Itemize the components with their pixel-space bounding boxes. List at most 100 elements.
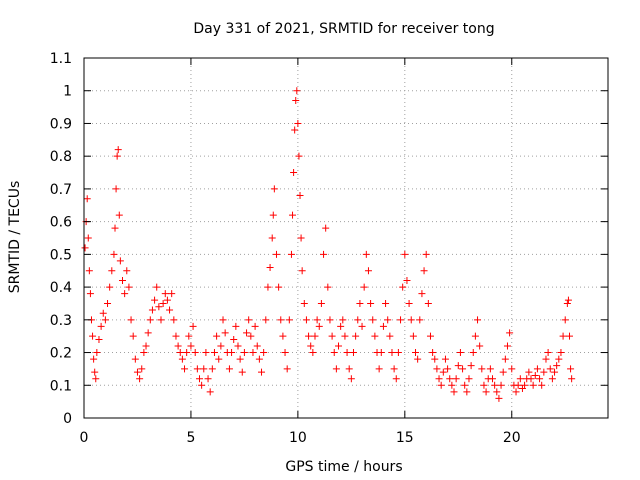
data-point	[97, 322, 105, 330]
data-point	[386, 332, 394, 340]
data-point	[221, 329, 229, 337]
data-point	[567, 365, 575, 373]
data-point	[234, 342, 242, 350]
data-point	[129, 332, 137, 340]
data-point	[403, 277, 411, 285]
data-point	[491, 381, 499, 389]
data-point	[320, 250, 328, 258]
data-point	[104, 299, 112, 307]
data-point	[204, 375, 212, 383]
data-point	[253, 342, 261, 350]
data-point	[287, 250, 295, 258]
data-point	[106, 283, 114, 291]
data-point	[345, 365, 353, 373]
data-point	[533, 365, 541, 373]
data-point	[525, 368, 533, 376]
data-point	[364, 267, 372, 275]
data-point	[213, 332, 221, 340]
data-point	[170, 316, 178, 324]
data-point	[307, 342, 315, 350]
data-point	[232, 322, 240, 330]
data-point	[206, 388, 214, 396]
data-point	[191, 349, 199, 357]
data-point	[521, 381, 529, 389]
data-point	[349, 349, 357, 357]
data-point	[208, 365, 216, 373]
data-point	[354, 316, 362, 324]
data-point	[116, 257, 124, 265]
data-point	[431, 355, 439, 363]
data-point	[337, 322, 345, 330]
data-point	[166, 306, 174, 314]
data-point	[181, 365, 189, 373]
data-point	[568, 375, 576, 383]
y-tick-label: 0.2	[50, 346, 72, 362]
data-point	[262, 316, 270, 324]
y-tick-label: 0.6	[50, 215, 72, 231]
data-point	[81, 244, 89, 252]
data-point	[125, 283, 133, 291]
data-point	[269, 211, 277, 219]
data-point	[341, 332, 349, 340]
data-point	[144, 329, 152, 337]
data-point	[414, 355, 422, 363]
data-point	[452, 375, 460, 383]
data-point	[270, 185, 278, 193]
data-point	[230, 335, 238, 343]
data-point	[153, 283, 161, 291]
data-point	[450, 388, 458, 396]
data-point	[553, 362, 561, 370]
data-point	[506, 329, 514, 337]
data-point	[486, 365, 494, 373]
data-point	[295, 152, 303, 160]
data-point	[155, 303, 163, 311]
data-point	[240, 349, 248, 357]
data-point	[84, 234, 92, 242]
data-point	[266, 263, 274, 271]
data-point	[300, 299, 308, 307]
data-point	[123, 267, 131, 275]
data-point	[189, 322, 197, 330]
data-point	[352, 332, 360, 340]
data-point	[111, 224, 119, 232]
data-point	[465, 375, 473, 383]
data-point	[563, 299, 571, 307]
y-tick-label: 0.1	[50, 378, 72, 394]
data-point	[281, 349, 289, 357]
y-tick-label: 0.4	[50, 280, 72, 296]
data-point	[217, 342, 225, 350]
data-point	[544, 349, 552, 357]
x-tick-label: 15	[396, 430, 414, 446]
y-tick-label: 1.1	[50, 51, 72, 67]
data-point	[272, 250, 280, 258]
data-point	[339, 316, 347, 324]
data-point	[315, 322, 323, 330]
y-axis-ticks: 0 0.1 0.2 0.3 0.4 0.5 0.6 0.7 0.8 0.9 1 1.1	[50, 51, 608, 427]
y-tick-label: 0.8	[50, 149, 72, 165]
data-point	[292, 97, 300, 105]
data-point	[140, 349, 148, 357]
data-point	[405, 299, 413, 307]
data-point	[551, 368, 559, 376]
data-point	[489, 375, 497, 383]
data-point	[112, 185, 120, 193]
data-point	[435, 375, 443, 383]
data-point	[138, 365, 146, 373]
data-point	[439, 368, 447, 376]
y-tick-label: 0.7	[50, 182, 72, 198]
data-point	[183, 349, 191, 357]
data-point	[548, 375, 556, 383]
data-point	[418, 290, 426, 298]
data-point	[531, 371, 539, 379]
data-point	[324, 283, 332, 291]
data-point	[86, 290, 94, 298]
data-point	[118, 277, 126, 285]
data-point	[501, 355, 509, 363]
data-point	[422, 250, 430, 258]
data-point	[93, 349, 101, 357]
data-point	[92, 375, 100, 383]
data-point	[328, 332, 336, 340]
data-point	[215, 355, 223, 363]
data-point	[362, 250, 370, 258]
